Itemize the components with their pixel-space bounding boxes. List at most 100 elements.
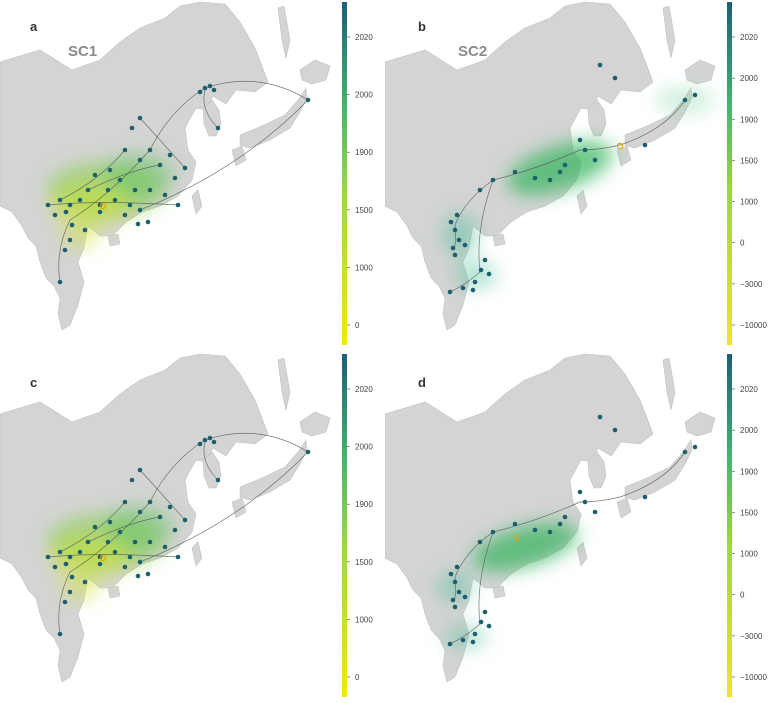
colorbar-tick-label: 2000 [355, 91, 373, 100]
sample-node [207, 83, 213, 89]
sample-node [477, 187, 483, 193]
sample-node [57, 197, 63, 203]
sample-node [172, 175, 178, 181]
sample-node [182, 517, 188, 523]
colorbar-tick-label: 2000 [740, 74, 758, 83]
sample-node [597, 62, 603, 68]
sample-node [132, 539, 138, 545]
transmission-track [47, 202, 179, 206]
sample-node [460, 285, 466, 291]
transmission-track [203, 89, 219, 129]
land-mass [299, 59, 331, 85]
panel-title: SC1 [68, 43, 98, 60]
sample-node [592, 509, 598, 515]
land-mass [277, 357, 291, 411]
sample-node [454, 564, 460, 570]
transmission-track [203, 441, 219, 481]
sample-node [577, 137, 583, 143]
land-mass [616, 497, 632, 519]
sample-node [135, 221, 141, 227]
transmission-track [58, 219, 71, 283]
sample-node [122, 564, 128, 570]
sample-node [45, 202, 51, 208]
sample-node [612, 427, 618, 433]
sample-node [175, 202, 181, 208]
land-mass [231, 497, 247, 519]
sample-node [127, 554, 133, 560]
land-mass [684, 59, 716, 85]
colorbar-tick-label: 2000 [355, 443, 373, 452]
sample-node [82, 579, 88, 585]
sample-node [92, 524, 98, 530]
land-mass [191, 541, 203, 567]
land-mass [576, 189, 588, 215]
colorbar-tick-label: 2020 [740, 385, 758, 394]
sample-node [202, 85, 208, 91]
sample-node [478, 267, 484, 273]
colorbar-tick-label: 1000 [740, 550, 758, 559]
panel-c: 2020 2000 1900 1500 1000 0 c [0, 352, 385, 703]
panel-letter: c [30, 375, 38, 390]
sample-node [202, 437, 208, 443]
land-mass [107, 585, 121, 599]
transmission-track [59, 501, 126, 553]
sample-node [692, 444, 698, 450]
colorbar-tick-label: −10000 [740, 321, 767, 330]
colorbar-tick-label: 1900 [355, 148, 373, 157]
colorbar-tick-label: 1900 [740, 467, 758, 476]
sample-node [305, 449, 311, 455]
sample-node [63, 561, 69, 567]
transmission-track [139, 117, 186, 169]
colorbar-tick-label: 2020 [355, 385, 373, 394]
sample-node [557, 169, 563, 175]
sample-node [512, 169, 518, 175]
sample-node [462, 594, 468, 600]
sample-node [117, 529, 123, 535]
colorbar-tick-label: 2000 [740, 426, 758, 435]
sample-node [486, 271, 492, 277]
colorbar-tick-label: 1900 [355, 500, 373, 509]
land-mass [299, 411, 331, 437]
sample-node [597, 414, 603, 420]
sample-node [162, 544, 168, 550]
root-node [99, 202, 107, 210]
sample-node [472, 631, 478, 637]
sample-node [112, 197, 118, 203]
transmission-track [139, 99, 309, 211]
panel-d: 2020 2000 1900 1500 1000 0 −3000 −10000 d [385, 352, 770, 703]
sample-node [105, 187, 111, 193]
sample-node [478, 619, 484, 625]
transmission-track [619, 451, 686, 498]
sample-node [157, 514, 163, 520]
sample-node [112, 549, 118, 555]
sample-node [577, 489, 583, 495]
sample-node [77, 549, 83, 555]
colorbar-tick-label: 0 [355, 321, 360, 330]
transmission-track [454, 179, 494, 226]
transmission-track [492, 149, 581, 181]
sample-node [69, 222, 75, 228]
sample-node [137, 115, 143, 121]
sample-node [612, 75, 618, 81]
land-mass [587, 99, 607, 137]
panel-b: 2020 2000 1900 1500 1000 0 −3000 −10000 b SC2 [385, 0, 770, 351]
land-mass [191, 189, 203, 215]
colorbar-tick-label: 1000 [740, 198, 758, 207]
sample-node [45, 554, 51, 560]
sample-node [447, 289, 453, 295]
land-mass [107, 233, 121, 247]
colorbar-tick-label: 1500 [740, 508, 758, 517]
sample-node [460, 637, 466, 643]
sample-node [52, 564, 58, 570]
transmission-track [87, 516, 161, 543]
sample-node [452, 252, 458, 258]
sample-node [67, 554, 73, 560]
map-svg: 2020 2000 1900 1500 1000 0 −3000 −10000 [385, 353, 767, 697]
colorbar-tick-label: 1000 [355, 615, 373, 624]
transmission-track [454, 531, 494, 578]
sample-node [582, 499, 588, 505]
sample-node [470, 639, 476, 645]
transmission-track [449, 271, 481, 293]
sample-node [57, 631, 63, 637]
sample-node [147, 187, 153, 193]
